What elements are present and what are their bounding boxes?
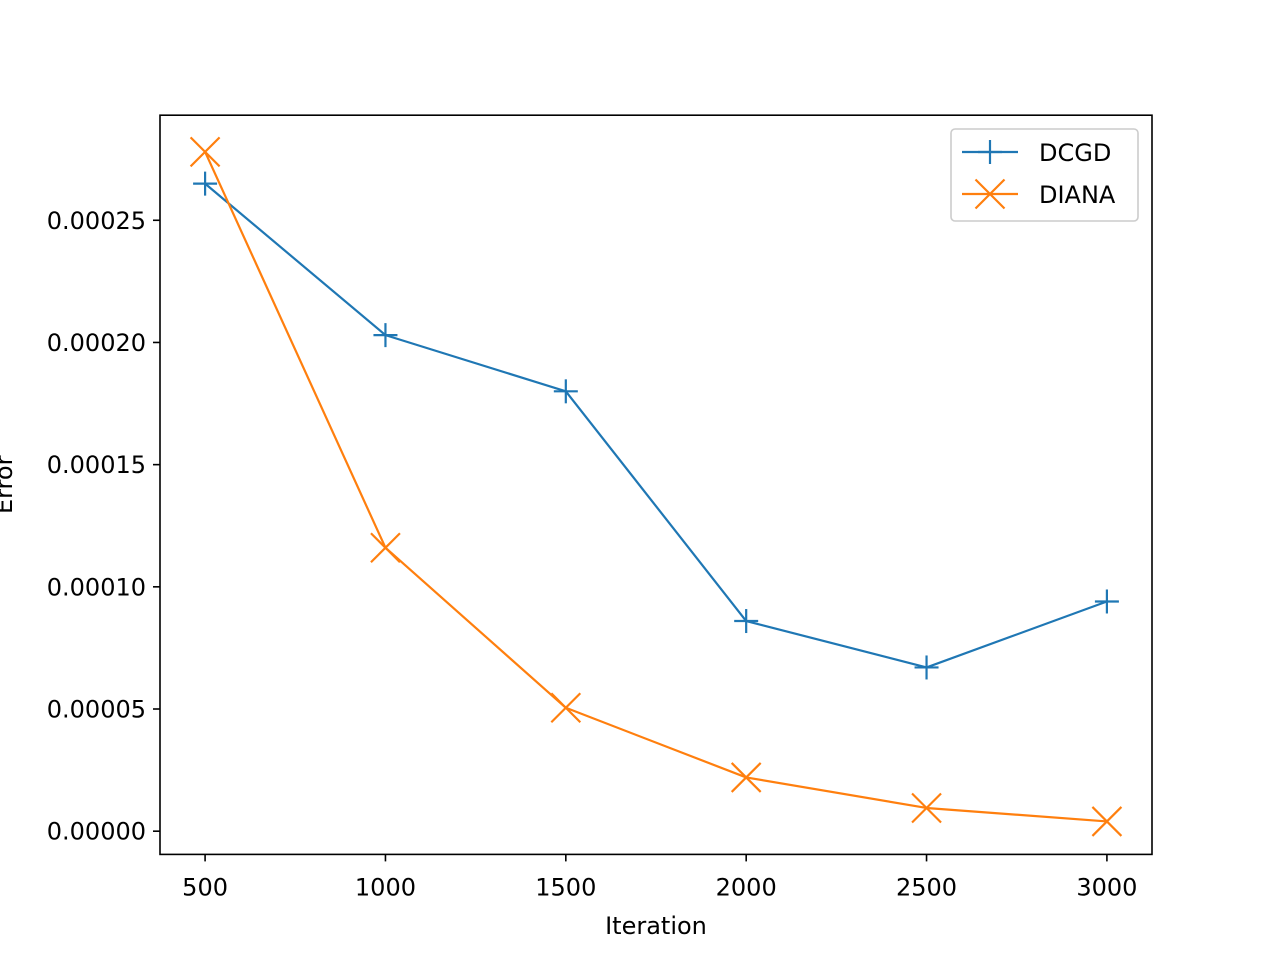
data-point-dcgd <box>553 379 578 404</box>
y-axis-label: Error <box>0 455 18 514</box>
data-point-diana <box>1091 806 1123 837</box>
x-tick-label: 500 <box>182 873 228 901</box>
data-point-dcgd <box>373 323 398 348</box>
legend-marker-dcgd <box>978 140 1002 164</box>
legend-marker-diana <box>974 178 1006 210</box>
x-axis-label: Iteration <box>605 912 707 940</box>
series-line-diana <box>204 151 1107 823</box>
y-tick-label: 0.00025 <box>47 207 146 235</box>
y-tick-label: 0.00010 <box>47 573 146 601</box>
data-point-dcgd <box>914 655 939 680</box>
y-axis: 0.00000 0.00005 0.00010 0.00015 0.00020 0.000… <box>47 207 160 846</box>
x-axis: 500 1000 1500 2000 2500 3000 <box>182 854 1137 901</box>
x-tick-label: 2000 <box>716 873 777 901</box>
x-tick-label: 1500 <box>535 873 596 901</box>
data-point-diana <box>550 692 582 724</box>
legend-label-dcgd: DCGD <box>1039 139 1111 167</box>
data-point-dcgd <box>1094 589 1119 614</box>
data-point-diana <box>370 532 401 564</box>
data-point-dcgd <box>193 171 218 196</box>
data-point-diana <box>189 136 221 168</box>
series-line-dcgd <box>204 182 1108 669</box>
y-tick-label: 0.00015 <box>47 451 146 479</box>
x-tick-label: 2500 <box>896 873 957 901</box>
data-point-dcgd <box>734 609 759 634</box>
legend-label-diana: DIANA <box>1039 181 1116 209</box>
y-tick-label: 0.00000 <box>47 818 146 846</box>
data-point-diana <box>730 762 762 793</box>
legend: DCGD DIANA <box>950 128 1139 222</box>
x-tick-label: 3000 <box>1076 873 1137 901</box>
plot-area <box>189 136 1123 837</box>
data-point-diana <box>911 792 942 824</box>
y-tick-label: 0.00020 <box>47 329 146 357</box>
x-tick-label: 1000 <box>355 873 416 901</box>
y-tick-label: 0.00005 <box>47 696 146 724</box>
axes-frame <box>159 114 1153 856</box>
